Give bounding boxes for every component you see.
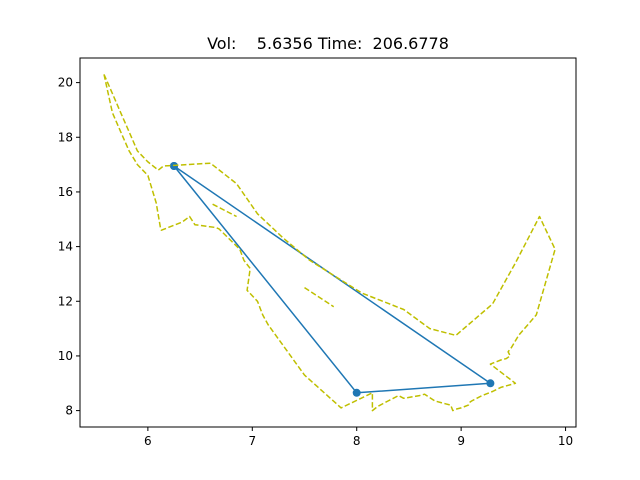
series-line-3 xyxy=(212,203,237,218)
data-point xyxy=(352,388,361,397)
y-tick-label: 14 xyxy=(58,240,73,254)
x-tick-label: 10 xyxy=(558,434,573,448)
x-tick-label: 8 xyxy=(353,434,361,448)
y-tick-label: 20 xyxy=(58,76,73,90)
x-tick-label: 9 xyxy=(457,434,465,448)
y-tick-label: 10 xyxy=(58,349,73,363)
series-line-2 xyxy=(304,286,335,308)
y-tick-label: 8 xyxy=(65,404,73,418)
series-layer xyxy=(103,74,556,412)
x-tick-label: 7 xyxy=(248,434,256,448)
y-tick-label: 18 xyxy=(58,130,73,144)
y-tick-label: 16 xyxy=(58,185,73,199)
data-point xyxy=(486,379,495,388)
y-tick-label: 12 xyxy=(58,294,73,308)
axes-layer: 6 7 8 9 10 8 10 12 14 16 18 20 xyxy=(58,57,577,448)
x-tick-label: 6 xyxy=(144,434,152,448)
series-line-1 xyxy=(103,74,556,412)
plot-frame xyxy=(79,57,577,428)
chart-title: Vol: 5.6356 Time: 206.6778 xyxy=(207,34,449,53)
